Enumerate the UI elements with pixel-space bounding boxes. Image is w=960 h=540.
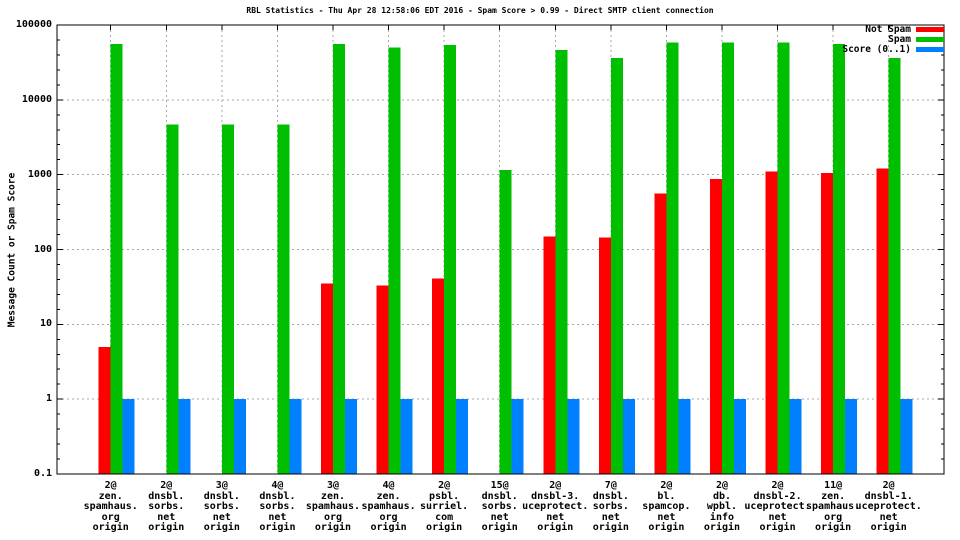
bar-not-spam bbox=[709, 179, 722, 475]
legend-swatch bbox=[916, 26, 944, 32]
bar-not-spam bbox=[654, 193, 667, 474]
bar-spam bbox=[499, 170, 512, 474]
x-category-label: 2@ db. wpbl. info origin bbox=[703, 480, 741, 533]
bar-score-0-1 bbox=[845, 399, 858, 474]
bar-spam bbox=[721, 42, 734, 475]
bar-spam bbox=[332, 43, 345, 474]
bar-spam bbox=[777, 42, 790, 475]
x-category-label: 4@ zen. spamhaus. org origin bbox=[361, 480, 416, 533]
y-tick-label: 0.1 bbox=[33, 468, 52, 479]
bar-score-0-1 bbox=[622, 399, 635, 474]
bar-score-0-1 bbox=[400, 399, 413, 474]
bar-score-0-1 bbox=[289, 399, 302, 474]
bar-spam bbox=[388, 47, 401, 475]
bar-score-0-1 bbox=[511, 399, 524, 474]
legend-swatch bbox=[916, 36, 944, 42]
x-category-label: 2@ dnsbl-1. uceprotect. net origin bbox=[855, 480, 922, 533]
bar-not-spam bbox=[98, 346, 111, 474]
x-category-label: 2@ bl. spamcop. net origin bbox=[642, 480, 691, 533]
bar-score-0-1 bbox=[122, 399, 135, 474]
bar-spam bbox=[221, 124, 234, 475]
y-tick-label: 100000 bbox=[15, 19, 52, 30]
bar-not-spam bbox=[765, 171, 778, 475]
chart-legend: Not Spam Spam Score (0..1) bbox=[842, 23, 944, 55]
bar-score-0-1 bbox=[900, 399, 913, 474]
legend-item-not-spam: Not Spam bbox=[842, 23, 944, 35]
legend-label: Not Spam bbox=[865, 23, 911, 35]
bar-not-spam bbox=[543, 236, 556, 474]
bar-score-0-1 bbox=[789, 399, 802, 474]
bar-spam bbox=[833, 43, 846, 474]
bar-score-0-1 bbox=[456, 399, 469, 474]
y-tick-label: 1 bbox=[45, 393, 52, 405]
x-category-label: 2@ dnsbl. sorbs. net origin bbox=[148, 480, 185, 533]
y-tick-label: 10 bbox=[39, 318, 52, 330]
x-category-label: 2@ psbl. surriel. com origin bbox=[420, 480, 469, 533]
x-category-label: 2@ dnsbl-3. uceprotect. net origin bbox=[522, 480, 589, 533]
chart-title: RBL Statistics - Thu Apr 28 12:58:06 EDT… bbox=[246, 6, 714, 15]
legend-swatch bbox=[916, 46, 944, 52]
bar-not-spam bbox=[876, 168, 889, 474]
bar-spam bbox=[166, 124, 179, 475]
bar-score-0-1 bbox=[344, 399, 357, 474]
x-category-label: 4@ dnsbl. sorbs. net origin bbox=[259, 480, 296, 533]
y-tick-label: 10000 bbox=[21, 93, 52, 105]
bar-score-0-1 bbox=[678, 399, 691, 474]
legend-item-spam: Spam bbox=[842, 33, 944, 45]
bar-not-spam bbox=[598, 237, 611, 474]
legend-item-score-0-1: Score (0..1) bbox=[842, 43, 944, 55]
bar-score-0-1 bbox=[733, 399, 746, 474]
bar-spam bbox=[444, 45, 457, 474]
bar-spam bbox=[610, 58, 623, 474]
x-category-label: 3@ zen. spamhaus. org origin bbox=[305, 480, 361, 533]
x-category-label: 7@ dnsbl. sorbs. net origin bbox=[592, 480, 629, 533]
x-category-label: 2@ zen. spamhaus. org origin bbox=[83, 480, 138, 533]
y-tick-label: 100 bbox=[33, 243, 52, 255]
bar-not-spam bbox=[821, 173, 834, 474]
bar-spam bbox=[110, 43, 123, 474]
bar-spam bbox=[277, 124, 290, 475]
bar-spam bbox=[555, 50, 568, 475]
bar-not-spam bbox=[376, 285, 389, 474]
x-category-label: 2@ dnsbl-2. uceprotect. net origin bbox=[744, 480, 811, 533]
x-category-label: 3@ dnsbl. sorbs. net origin bbox=[203, 480, 240, 533]
y-tick-label: 1000 bbox=[27, 168, 52, 180]
bar-not-spam bbox=[320, 283, 333, 474]
x-category-label: 15@ dnsbl. sorbs. net origin bbox=[481, 480, 518, 533]
legend-label: Spam bbox=[888, 33, 911, 45]
bar-score-0-1 bbox=[233, 399, 246, 474]
bar-spam bbox=[888, 58, 901, 474]
bar-spam bbox=[666, 42, 679, 475]
legend-label: Score (0..1) bbox=[842, 43, 911, 55]
bar-score-0-1 bbox=[178, 399, 191, 474]
bar-not-spam bbox=[432, 278, 445, 474]
bar-score-0-1 bbox=[567, 399, 580, 474]
x-category-label: 11@ zen. spamhaus. org origin bbox=[806, 480, 861, 533]
